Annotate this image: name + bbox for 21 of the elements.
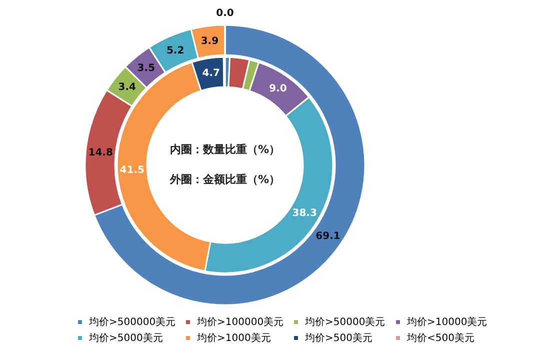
legend-label: 均价>500美元 [304,332,372,344]
legend-label: 均价>50000美元 [304,316,386,328]
data-label: 3.5 [137,62,156,74]
text: 0.0 [216,8,234,19]
text: 内圈：数量比重（%） [170,143,280,156]
data-label: 4.7 [202,68,220,80]
data-label: 14.8 [88,148,113,159]
data-label: 41.5 [120,164,144,176]
data-label: 9.0 [269,84,287,95]
legend-label: 均价>500000美元 [88,316,176,328]
legend-label: 均价>100000美元 [196,316,284,328]
data-label: 69.1 [316,230,340,242]
data-label: 38.3 [292,208,317,220]
data-label: 5.2 [166,45,184,56]
legend-label: 均价>10000美元 [406,316,488,328]
data-label: 3.4 [118,82,136,94]
legend-label: 均价>5000美元 [88,332,163,344]
data-label: 3.9 [200,36,219,47]
legend-label: 均价>1000美元 [196,332,271,344]
legend-label: 均价<500美元 [406,332,474,344]
text: 外圈：金额比重（%） [168,173,280,186]
